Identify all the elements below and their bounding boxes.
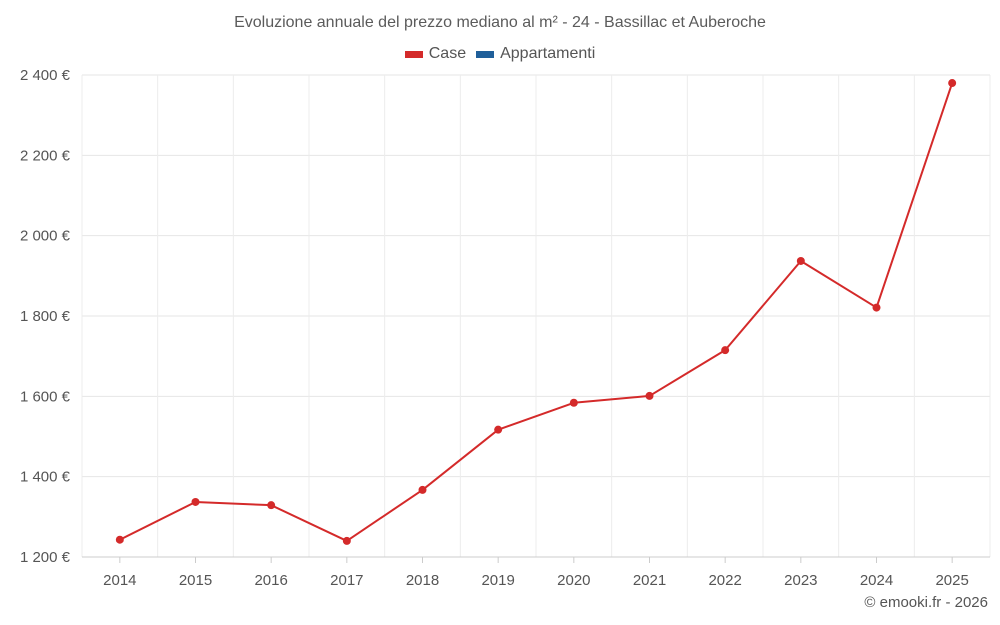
data-point (342, 536, 351, 545)
x-tick-label: 2022 (708, 572, 741, 589)
x-tick-label: 2018 (406, 572, 439, 589)
x-tick-label: 2024 (860, 572, 893, 589)
x-tick-label: 2021 (633, 572, 666, 589)
chart-title: Evoluzione annuale del prezzo mediano al… (234, 14, 766, 31)
x-tick-label: 2025 (935, 572, 968, 589)
legend-label-case: Case (428, 45, 467, 62)
data-point (796, 256, 805, 265)
x-tick-label: 2016 (254, 572, 287, 589)
y-tick-label: 2 400 € (20, 67, 71, 84)
series-line-case (119, 82, 954, 542)
x-tick-label: 2023 (784, 572, 817, 589)
data-point (115, 535, 124, 544)
legend-swatch-case (404, 50, 423, 58)
x-tick-label: 2017 (330, 572, 363, 589)
y-tick-label: 1 400 € (20, 469, 71, 486)
data-point (645, 391, 654, 400)
legend-item-case[interactable]: Case (404, 45, 467, 63)
data-point (948, 79, 957, 88)
legend: Case Appartamenti (0, 45, 1000, 63)
y-tick-label: 2 200 € (20, 147, 71, 164)
x-tick-label: 2019 (481, 572, 514, 589)
data-point (721, 346, 730, 355)
data-point (569, 398, 578, 407)
data-point (494, 425, 503, 434)
x-tick-label: 2020 (557, 572, 590, 589)
data-point (267, 501, 276, 510)
y-tick-label: 1 800 € (20, 308, 71, 325)
x-tick-label: 2015 (179, 572, 212, 589)
y-tick-label: 1 600 € (20, 388, 71, 405)
data-point (191, 497, 200, 506)
y-tick-label: 1 200 € (20, 549, 71, 566)
legend-label-appartamenti: Appartamenti (500, 45, 596, 62)
x-tick-label: 2014 (103, 572, 136, 589)
legend-swatch-appartamenti (476, 50, 495, 58)
legend-item-appartamenti[interactable]: Appartamenti (476, 45, 595, 63)
footer-credit: © emooki.fr - 2026 (864, 594, 988, 611)
y-tick-label: 2 000 € (20, 228, 71, 245)
data-point (418, 485, 427, 494)
data-point (872, 303, 881, 312)
